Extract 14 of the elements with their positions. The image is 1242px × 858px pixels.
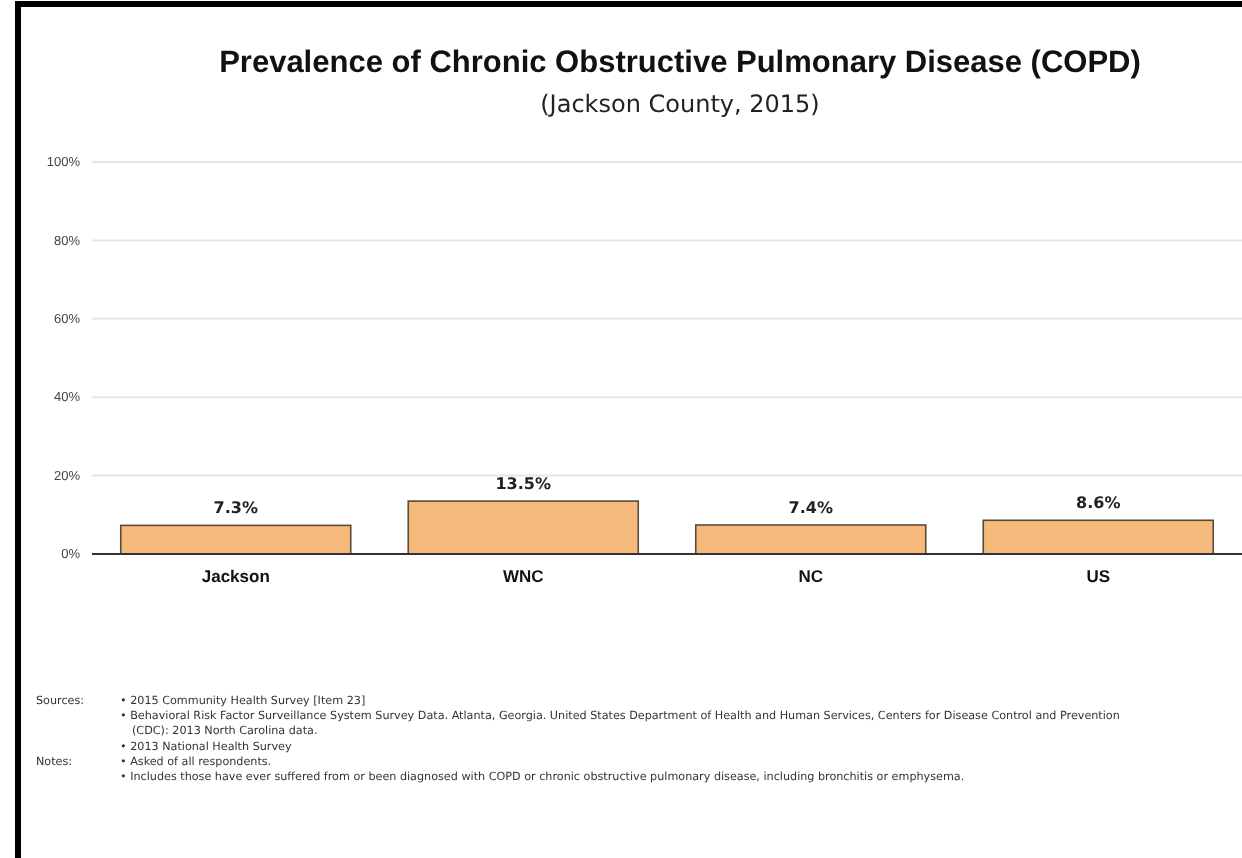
x-tick-label: US: [1086, 566, 1111, 587]
bar: [982, 519, 1215, 555]
chart-title: Prevalence of Chronic Obstructive Pulmonary Disease (COPD): [219, 46, 1141, 80]
data-label: 8.6%: [1076, 494, 1121, 513]
data-label: 7.4%: [788, 498, 833, 517]
bar: [694, 524, 927, 555]
data-label: 13.5%: [495, 475, 552, 494]
bar: [407, 500, 640, 555]
x-tick-label: Jackson: [201, 566, 270, 587]
chart-subtitle: (Jackson County, 2015): [540, 90, 820, 118]
data-label: 7.3%: [213, 499, 258, 518]
bar: [119, 524, 352, 555]
x-tick-label: NC: [798, 566, 824, 587]
x-tick-label: WNC: [502, 566, 544, 587]
